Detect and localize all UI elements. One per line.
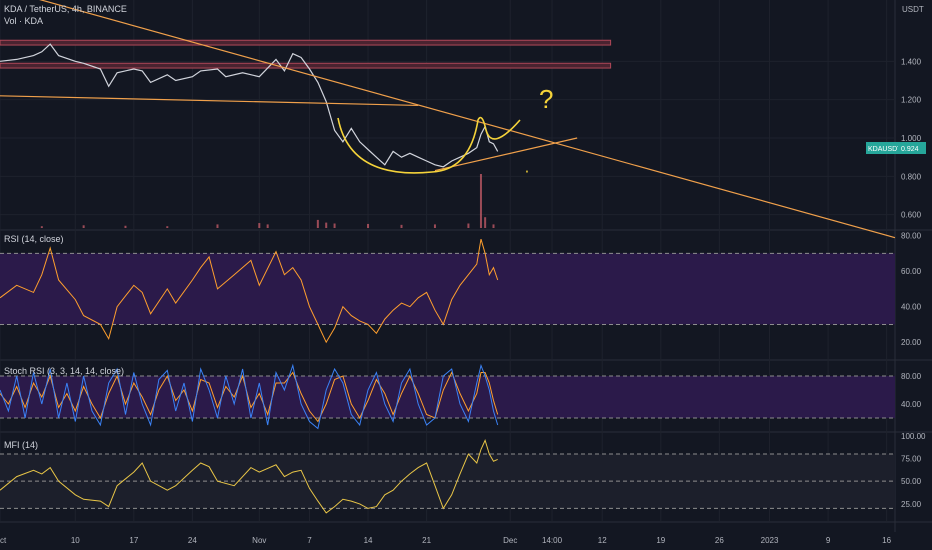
price-tick-label: 0.600 <box>901 211 922 220</box>
mfi-title[interactable]: MFI (14) <box>4 440 38 450</box>
volume-legend[interactable]: Vol · KDA <box>4 16 43 26</box>
time-tick-label: 24 <box>188 536 197 545</box>
volume-bar <box>479 174 482 228</box>
symbol-badge-text: KDAUSDT <box>868 146 902 153</box>
rsi-title[interactable]: RSI (14, close) <box>4 234 64 244</box>
price-tick-label: 0.800 <box>901 172 922 181</box>
volume-bar <box>216 224 219 228</box>
price-tick-label: 1.200 <box>901 96 922 105</box>
time-tick-label: 26 <box>715 536 724 545</box>
annotation-question-mark: ? <box>539 84 553 114</box>
volume-bar <box>166 226 169 228</box>
price-badge-text: 0.924 <box>901 146 919 153</box>
time-tick-label: 14 <box>364 536 373 545</box>
time-tick-label: 10 <box>71 536 80 545</box>
volume-bar <box>467 223 470 228</box>
time-tick-label: Nov <box>252 536 266 545</box>
time-tick-label: 14:00 <box>542 536 563 545</box>
price-badge: 0.924 <box>898 142 926 154</box>
volume-bar <box>492 224 495 228</box>
currency-label: USDT <box>902 5 924 14</box>
time-tick-label: 9 <box>826 536 831 545</box>
time-tick-label: Dec <box>503 536 517 545</box>
indicator-panels <box>0 252 895 509</box>
axes: 1.400 1.200 1.000 0.800 0.600 80.00 60.00 40.00… <box>0 57 926 545</box>
mfi-tick-label: 100.00 <box>901 432 926 441</box>
symbol-badge: KDAUSDT <box>866 142 902 154</box>
rsi-tick-label: 20.00 <box>901 338 922 347</box>
time-tick-label: 2023 <box>761 536 779 545</box>
rsi-tick-label: 60.00 <box>901 267 922 276</box>
rsi-band <box>0 253 895 325</box>
stochrsi-title[interactable]: Stoch RSI (3, 3, 14, 14, close) <box>4 366 124 376</box>
rsi-tick-label: 80.00 <box>901 232 922 241</box>
mfi-line <box>0 438 498 514</box>
volume-bar <box>400 224 403 228</box>
mfi-tick-label: 25.00 <box>901 500 922 509</box>
volume-bar <box>325 222 328 228</box>
price-tick-label: 1.400 <box>901 57 922 66</box>
stochrsi-tick-label: 40.00 <box>901 400 922 409</box>
resistance-zone-0 <box>0 39 612 46</box>
trendline-1 <box>39 0 896 239</box>
time-tick-label: 21 <box>422 536 431 545</box>
time-tick-label: 16 <box>882 536 891 545</box>
volume-bar <box>82 225 85 228</box>
mfi-tick-label: 50.00 <box>901 477 922 486</box>
volume-bar <box>333 223 336 228</box>
volume-bar <box>316 219 319 228</box>
volume-bar <box>433 224 436 228</box>
stochrsi-d-line <box>0 371 499 423</box>
time-tick-label: Oct <box>0 536 7 545</box>
symbol-title[interactable]: KDA / TetherUS, 4h, BINANCE <box>4 4 127 14</box>
time-tick-label: 17 <box>129 536 138 545</box>
time-tick-label: 7 <box>307 536 312 545</box>
volume-bar <box>484 217 487 228</box>
rsi-line <box>0 238 499 344</box>
chart-marks <box>0 0 896 514</box>
volume-bar <box>124 225 127 228</box>
trendline-0 <box>0 95 419 107</box>
volume-bar <box>258 223 261 228</box>
stochrsi-tick-label: 80.00 <box>901 372 922 381</box>
volume-bar <box>367 223 370 228</box>
volume-bar <box>266 224 269 228</box>
trendline-2 <box>434 137 578 172</box>
cup-sketch <box>337 116 521 174</box>
rsi-tick-label: 40.00 <box>901 303 922 312</box>
time-tick-label: 19 <box>656 536 665 545</box>
price-line <box>0 43 499 168</box>
volume-bar <box>40 226 43 228</box>
stochrsi-k-line <box>0 363 499 430</box>
time-tick-label: 12 <box>598 536 607 545</box>
mfi-tick-label: 75.00 <box>901 454 922 463</box>
price-tick-label: 1.000 <box>901 134 922 143</box>
